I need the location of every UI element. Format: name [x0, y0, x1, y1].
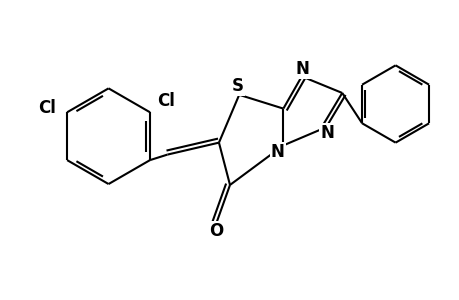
Text: O: O: [209, 222, 223, 240]
Text: S: S: [231, 76, 243, 94]
Text: Cl: Cl: [38, 99, 56, 117]
Text: Cl: Cl: [157, 92, 175, 110]
Text: N: N: [295, 60, 309, 78]
Text: N: N: [270, 143, 284, 161]
Text: N: N: [320, 124, 334, 142]
